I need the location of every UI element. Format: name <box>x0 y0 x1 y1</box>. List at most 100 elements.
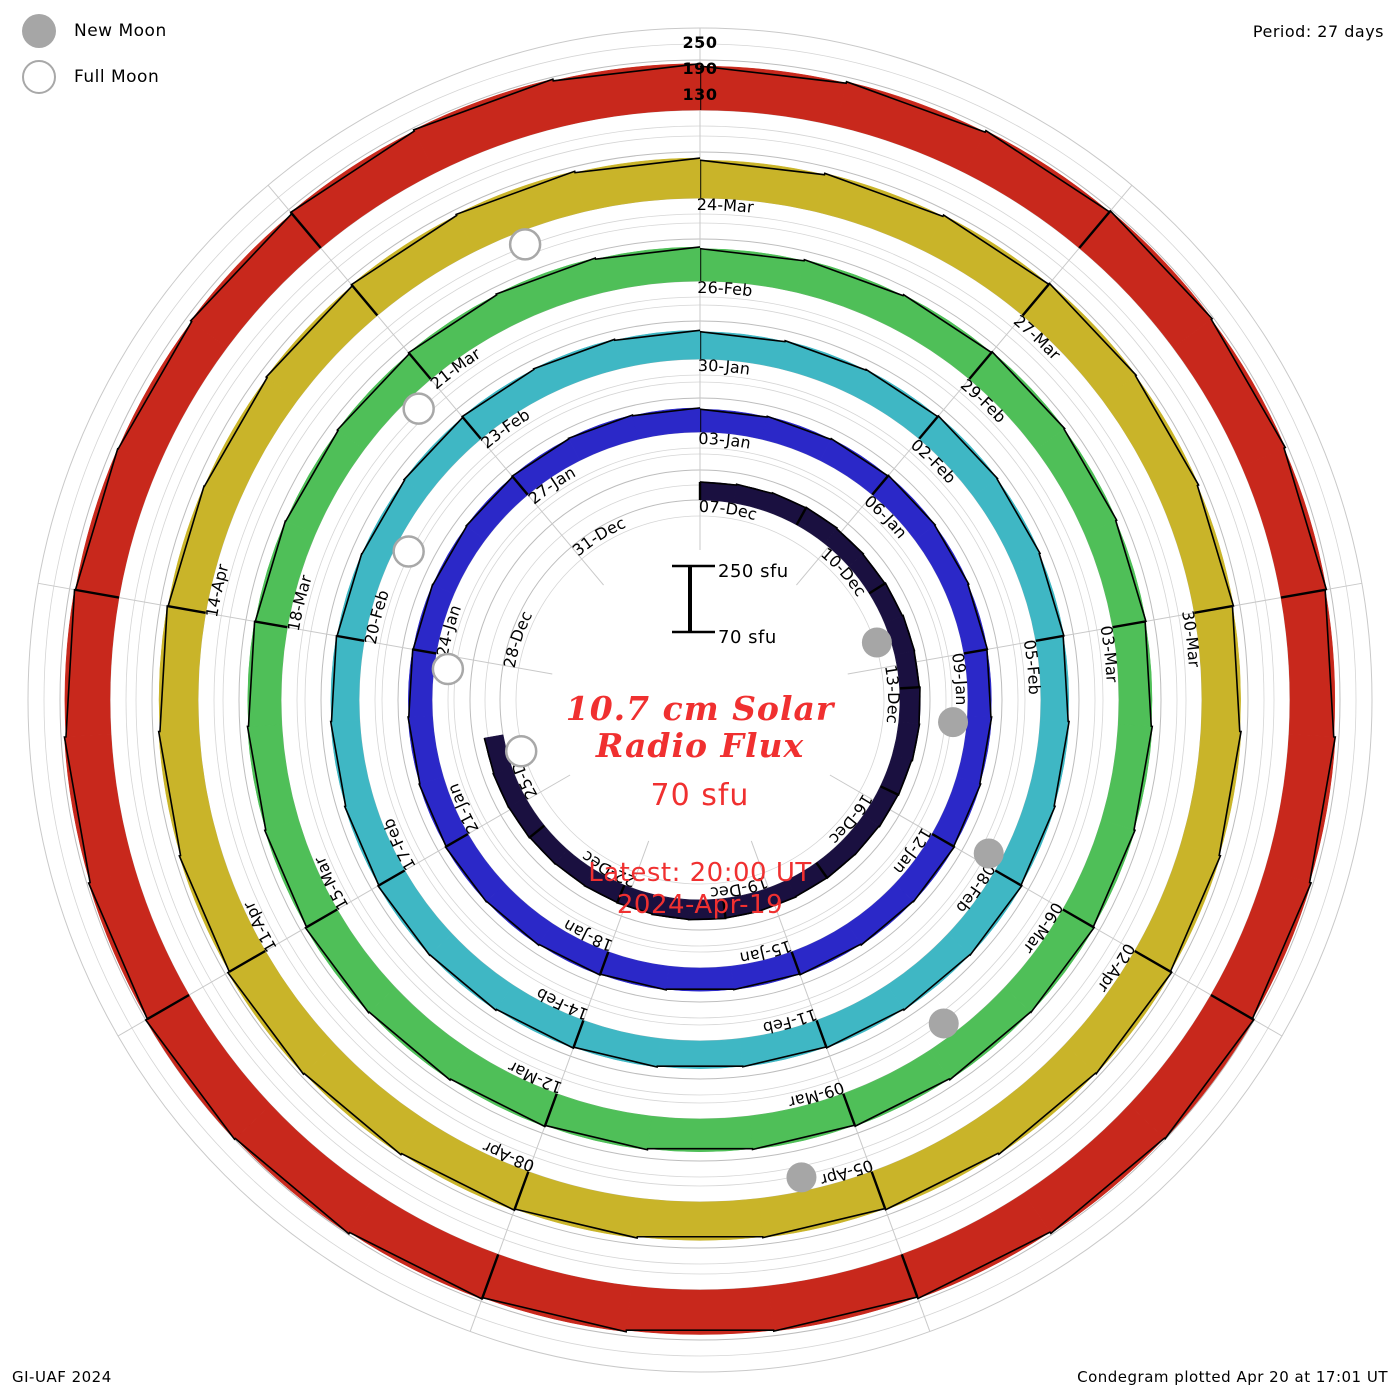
day-boundary-tick <box>795 506 808 526</box>
latest-date-label: 2024-Apr-19 <box>616 890 784 920</box>
flux-cell <box>544 1093 652 1151</box>
new-moon-marker <box>928 1008 959 1039</box>
flux-cell <box>75 448 159 598</box>
center-scalebar <box>672 564 715 634</box>
day-boundary-tick <box>407 351 432 380</box>
new-moon-marker <box>786 1162 817 1193</box>
day-boundary-tick <box>350 283 379 317</box>
flux-cell <box>945 584 988 654</box>
flux-cell <box>247 724 299 831</box>
flux-cell <box>768 1254 918 1332</box>
flux-cell <box>574 157 701 212</box>
legend-item-full-moon: Full Moon <box>22 54 167 100</box>
ring-date-label: 26-Feb <box>697 278 753 300</box>
flux-cell <box>1026 719 1070 807</box>
chart-title-line1: 10.7 cm Solar <box>565 689 835 728</box>
day-boundary-tick <box>336 634 365 642</box>
scale-tick-250: 250 <box>682 33 718 52</box>
moon-phase-legend: New Moon Full Moon <box>22 8 167 100</box>
new-moon-marker <box>938 707 969 738</box>
flux-cell <box>1160 485 1234 614</box>
day-boundary-tick <box>918 415 940 440</box>
flux-cell <box>1078 210 1213 349</box>
flux-cell <box>533 339 622 396</box>
day-boundary-tick <box>963 648 988 655</box>
period-label: Period: 27 days <box>1252 22 1384 41</box>
day-boundary-tick <box>1021 282 1051 317</box>
flux-cell <box>647 1115 753 1153</box>
flux-cell <box>626 1285 774 1335</box>
flux-cell <box>495 257 604 326</box>
ring-date-label: 30-Jan <box>698 356 752 379</box>
flux-cell <box>330 719 374 807</box>
flux-cell <box>552 63 701 127</box>
flux-cell <box>568 414 639 461</box>
flux-cell <box>482 1254 632 1333</box>
flux-outline <box>63 62 1337 1333</box>
chart-title-line2: Radio Flux <box>595 726 805 765</box>
center-info-block: 10.7 cm Solar Radio Flux 70 sfu Latest: … <box>390 690 1010 921</box>
grid-spoke <box>38 582 553 675</box>
flux-cell <box>1180 728 1242 856</box>
flux-cell <box>778 340 867 396</box>
flux-cell <box>88 868 190 1020</box>
day-boundary-tick <box>255 620 288 629</box>
day-boundary-tick <box>1194 604 1233 615</box>
flux-cell <box>167 485 240 614</box>
day-boundary-tick <box>146 993 190 1021</box>
flux-cell <box>1101 724 1153 831</box>
day-boundary-tick <box>900 1254 919 1298</box>
day-boundary-tick <box>598 951 610 976</box>
flux-cell <box>403 416 482 497</box>
flux-cell <box>290 130 436 249</box>
flux-cell <box>1241 447 1327 598</box>
flux-cell <box>303 1044 425 1156</box>
footer-plot-stamp: Condegram plotted Apr 20 at 17:01 UT <box>1077 1368 1388 1386</box>
flux-cell <box>595 246 701 293</box>
flux-outline <box>483 481 921 921</box>
flux-cell <box>227 950 336 1075</box>
day-boundary-tick <box>968 350 994 380</box>
day-boundary-tick <box>842 1093 856 1126</box>
flux-cell <box>914 524 970 595</box>
flux-cell <box>1210 868 1312 1020</box>
ring-date-label: 13-Dec <box>881 664 903 725</box>
day-boundary-tick <box>167 605 206 615</box>
flux-cell <box>636 1198 764 1241</box>
moon-markers <box>392 228 1004 1193</box>
legend-item-new-moon: New Moon <box>22 8 167 54</box>
day-boundary-tick <box>1134 949 1173 974</box>
flux-cell <box>190 213 322 349</box>
new-moon-marker <box>861 627 892 658</box>
footer-credit: GI-UAF 2024 <box>12 1368 112 1386</box>
flux-cell <box>1023 1104 1165 1234</box>
day-boundary-tick <box>931 832 955 848</box>
day-boundary-tick <box>899 685 921 690</box>
flux-cell <box>887 933 971 1011</box>
flux-cell <box>117 321 228 467</box>
grid-spoke <box>829 774 1283 1037</box>
day-boundary-tick <box>871 474 890 496</box>
radial-scale-labels: 250 190 130 <box>0 30 1400 108</box>
grid-spoke <box>469 840 650 1332</box>
ring-date-label: 28-Dec <box>500 608 536 669</box>
flux-cell <box>285 430 365 535</box>
grid-spoke <box>267 184 604 586</box>
scalebar-bottom-label: 70 sfu <box>718 627 777 648</box>
legend-label-full-moon: Full Moon <box>74 67 160 87</box>
flux-cell <box>815 173 944 252</box>
full-moon-marker <box>392 535 425 568</box>
scale-tick-130: 130 <box>682 85 718 104</box>
full-moon-marker <box>431 652 465 686</box>
ring-date-label: 09-Jan <box>948 651 971 705</box>
day-boundary-tick <box>868 582 887 595</box>
day-boundary-tick <box>815 862 829 879</box>
day-boundary-tick <box>305 908 338 929</box>
full-moon-marker <box>504 735 538 768</box>
day-boundary-tick <box>994 869 1023 887</box>
flux-cell <box>614 330 701 369</box>
day-boundary-tick <box>1280 588 1326 599</box>
scale-tick-190: 190 <box>682 59 718 78</box>
day-boundary-tick <box>572 1020 585 1049</box>
